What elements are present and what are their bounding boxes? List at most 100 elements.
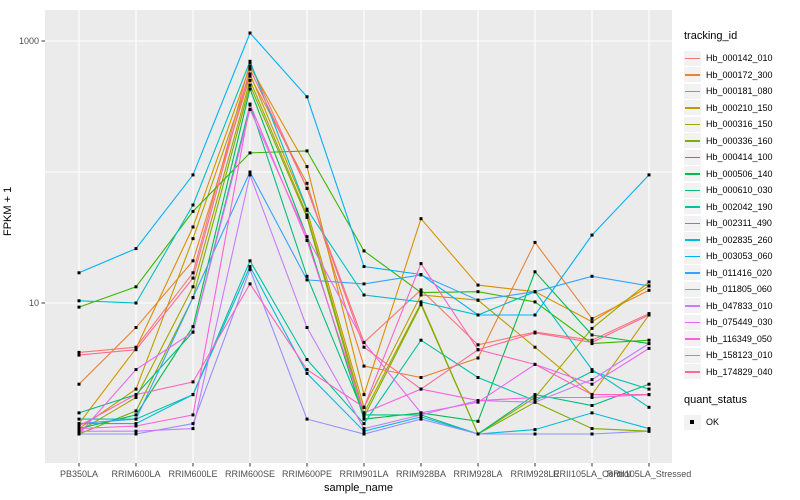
data-point (134, 326, 138, 329)
data-point (305, 417, 309, 421)
data-point (134, 432, 138, 436)
legend-key-line-icon (685, 338, 700, 340)
data-point (248, 268, 252, 272)
data-point (248, 83, 252, 87)
data-point (134, 387, 138, 391)
data-point (647, 280, 651, 284)
x-tick-label: RRIM928BA (396, 469, 446, 479)
data-point (362, 411, 366, 415)
data-point (533, 331, 537, 335)
data-point (647, 173, 651, 177)
legend-item-label: Hb_047833_010 (706, 300, 773, 311)
data-point (191, 237, 195, 241)
x-tick-label: PB350LA (60, 469, 98, 479)
data-point (362, 282, 366, 286)
legend-key-box (684, 199, 701, 215)
data-point (362, 405, 366, 409)
x-tick-label: RRIM901LA (339, 469, 388, 479)
data-point (77, 382, 81, 386)
data-point (476, 313, 480, 317)
data-point (476, 343, 480, 347)
data-point (77, 299, 81, 303)
data-point (191, 393, 195, 397)
data-point (590, 368, 594, 372)
data-point (191, 330, 195, 334)
y-tick-label: 10 (29, 298, 39, 308)
y-tick-label: 1000 (19, 36, 39, 46)
data-point (305, 358, 309, 362)
y-axis-title: FPKM + 1 (2, 186, 14, 236)
legend-key-line-icon (685, 371, 700, 373)
data-point (305, 149, 309, 153)
legend-item: Hb_000336_160 (684, 133, 800, 150)
data-point (305, 181, 309, 185)
data-point (419, 415, 423, 419)
legend-item-label: Hb_000316_150 (706, 119, 773, 130)
data-point (248, 265, 252, 268)
data-point (590, 411, 594, 415)
data-point (533, 290, 537, 294)
legend-key-box (684, 347, 701, 363)
data-point (590, 382, 594, 386)
legend-key-box (684, 133, 701, 149)
legend-item-label: Hb_000210_150 (706, 102, 773, 113)
data-point (533, 313, 537, 317)
legend-item: Hb_000210_150 (684, 100, 800, 117)
legend-item-label: Hb_011416_020 (706, 267, 772, 278)
legend-key-box (684, 67, 701, 83)
data-point (248, 74, 252, 78)
data-point (419, 411, 423, 415)
data-point (647, 405, 651, 409)
data-point (590, 320, 594, 324)
data-point (419, 417, 423, 421)
data-point (533, 362, 537, 366)
data-point (533, 345, 537, 349)
data-point (476, 432, 480, 436)
data-point (647, 288, 651, 292)
data-point (77, 432, 81, 436)
legend-item: Hb_000610_030 (684, 182, 800, 199)
data-point (134, 247, 138, 251)
legend-key-box (684, 331, 701, 347)
data-point (590, 274, 594, 278)
data-point (590, 393, 594, 397)
legend-item-label: Hb_011805_060 (706, 284, 772, 295)
legend-key-box (684, 414, 701, 430)
data-point (134, 396, 138, 399)
data-point (533, 300, 537, 304)
data-point (134, 393, 138, 397)
legend-key-line-icon (685, 354, 700, 357)
data-point (305, 213, 309, 217)
legend-item: Hb_000172_300 (684, 67, 800, 84)
legend-item: Hb_116349_050 (684, 331, 800, 348)
legend-item-label: Hb_000506_140 (706, 168, 773, 179)
data-point (191, 259, 195, 263)
legend-item: Hb_003053_060 (684, 248, 800, 265)
x-tick-label: RRII105LA_Control (553, 469, 631, 479)
data-point (362, 427, 366, 431)
data-point (590, 338, 594, 342)
data-point (191, 427, 195, 431)
data-point (248, 67, 252, 71)
data-point (134, 285, 138, 289)
data-point (476, 419, 480, 423)
legend-key-box (684, 116, 701, 132)
data-point (362, 417, 366, 421)
legend-key-line-icon (685, 222, 700, 225)
data-point (134, 348, 138, 352)
quant-status-legend: quant_status OK (684, 394, 800, 431)
data-point (476, 283, 480, 287)
data-point (248, 151, 252, 155)
data-point (134, 413, 138, 417)
data-point (419, 288, 423, 292)
data-point (476, 356, 480, 360)
data-point (305, 274, 309, 278)
data-point (248, 259, 252, 263)
data-point (191, 285, 195, 289)
data-point (362, 432, 366, 436)
data-point (419, 217, 423, 221)
x-tick-label: RRIM600LA (111, 469, 160, 479)
data-point (476, 400, 480, 404)
data-point (362, 415, 366, 419)
legend-item: Hb_011805_060 (684, 281, 800, 298)
